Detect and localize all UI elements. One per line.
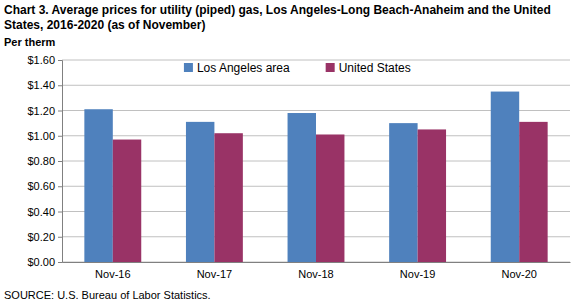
title: Chart 3. Average prices for utility (pip… [4, 3, 551, 32]
grid-line [62, 85, 570, 86]
y-axis: $0.00 $0.20 $0.40 $0.60 $0.80 $1.00 $1.20 $1.40… [27, 54, 62, 268]
y-axis-line [58, 61, 63, 263]
y-tick: $1.60 [27, 54, 62, 66]
bar [316, 134, 344, 262]
x-axis-line [63, 262, 571, 263]
x-tick-label: Nov-18 [298, 268, 333, 280]
grid-line [62, 60, 570, 61]
y-tick-label: $0.60 [27, 180, 55, 192]
y-tick-mark [58, 237, 62, 238]
plot: $0.00 $0.20 $0.40 $0.60 $0.80 $1.00 $1.20 $1.40… [27, 54, 570, 280]
bar [113, 140, 141, 262]
bar [491, 92, 519, 262]
legend-swatch [184, 63, 193, 72]
x-tick-label: Nov-17 [197, 268, 232, 280]
x-axis: Nov-16 Nov-17 Nov-18 Nov-19 Nov-20 [63, 263, 571, 280]
x-tick: Nov-16 [95, 268, 130, 280]
chart: Chart 3. Average prices for utility (pip… [0, 0, 579, 305]
bar [418, 129, 446, 262]
y-tick-mark [58, 111, 62, 112]
y-tick: $0.40 [27, 206, 62, 218]
bar [288, 113, 316, 262]
x-tick-label: Nov-16 [95, 268, 130, 280]
source: SOURCE: U.S. Bureau of Labor Statistics. [4, 289, 211, 301]
y-tick-label: $1.20 [27, 105, 55, 117]
y-axis-label: Per therm [4, 36, 56, 48]
y-tick: $0.80 [27, 155, 62, 167]
x-tick-label: Nov-19 [400, 268, 435, 280]
y-tick: $0.20 [27, 231, 62, 243]
y-tick-mark [58, 85, 62, 86]
y-tick: $1.40 [27, 79, 62, 91]
bar [214, 133, 242, 262]
y-tick-label: $1.40 [27, 79, 55, 91]
x-tick: Nov-20 [501, 268, 536, 280]
y-tick: $1.00 [27, 130, 62, 142]
y-tick-label: $1.00 [27, 130, 55, 142]
y-tick-mark [58, 136, 62, 137]
y-tick-label: $0.00 [27, 256, 55, 268]
y-tick: $1.20 [27, 105, 62, 117]
x-tick: Nov-19 [400, 268, 435, 280]
y-tick-label: $0.40 [27, 206, 55, 218]
title-line: States, 2016-2020 (as of November) [4, 18, 205, 32]
x-tick-label: Nov-20 [501, 268, 536, 280]
y-tick-mark [58, 262, 62, 263]
y-tick-mark [58, 161, 62, 162]
bar [84, 109, 112, 262]
y-tick-mark [58, 60, 62, 61]
bars [84, 92, 547, 262]
y-tick-mark [58, 212, 62, 213]
y-tick: $0.00 [27, 256, 62, 268]
series [84, 92, 519, 262]
series [113, 122, 548, 262]
y-tick: $0.60 [27, 180, 62, 192]
y-tick-label: $1.60 [27, 54, 55, 66]
legend: Los Angeles area United States [184, 61, 411, 75]
bar [186, 122, 214, 262]
bar [389, 123, 417, 262]
y-tick-mark [58, 186, 62, 187]
bar [519, 122, 547, 262]
y-tick-label: $0.80 [27, 155, 55, 167]
legend-label: Los Angeles area [197, 61, 290, 75]
y-tick-label: $0.20 [27, 231, 55, 243]
legend-label: United States [339, 61, 411, 75]
x-tick: Nov-17 [197, 268, 232, 280]
title-line: Chart 3. Average prices for utility (pip… [4, 3, 551, 17]
grid [62, 60, 570, 262]
legend-swatch [326, 63, 335, 72]
legend-item: Los Angeles area [184, 61, 290, 75]
x-tick: Nov-18 [298, 268, 333, 280]
legend-item: United States [326, 61, 411, 75]
